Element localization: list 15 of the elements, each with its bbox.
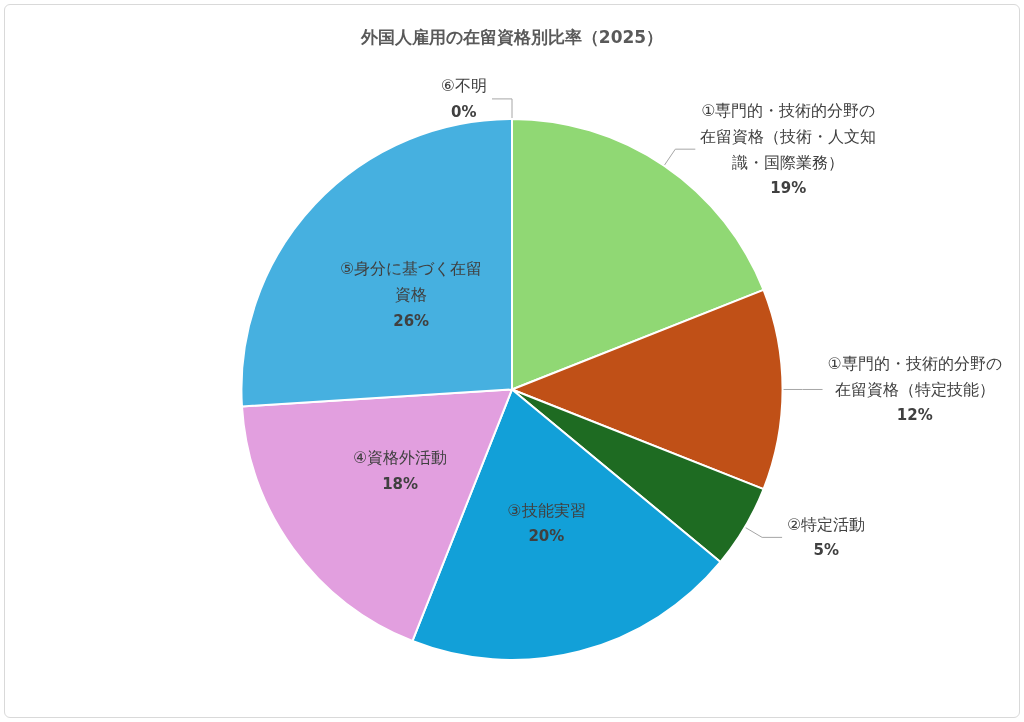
data-label: 5% [813,541,839,560]
slice-label: ①専門的・技術的分野の在留資格（技術・人文知識・国際業務） [700,100,877,172]
slice-label: ④資格外活動 [352,448,448,468]
slice-label: ②特定活動 [787,514,866,534]
data-label: 19% [770,179,807,198]
slice-label: ⑤身分に基づく在留資格 [340,259,483,305]
slice-label: ③技能実習 [507,500,586,520]
text: 0% [451,102,477,121]
chart-title: 外国人雇用の在留資格別比率（2025） [359,26,664,47]
category-label: ⑥不明 [440,76,487,96]
slice-label: ①専門的・技術的分野の在留資格（特定技能） [827,353,1002,399]
data-label: 12% [896,406,933,425]
data-label: 20% [528,527,565,546]
data-label: 26% [393,311,430,330]
data-label: 18% [382,474,419,493]
